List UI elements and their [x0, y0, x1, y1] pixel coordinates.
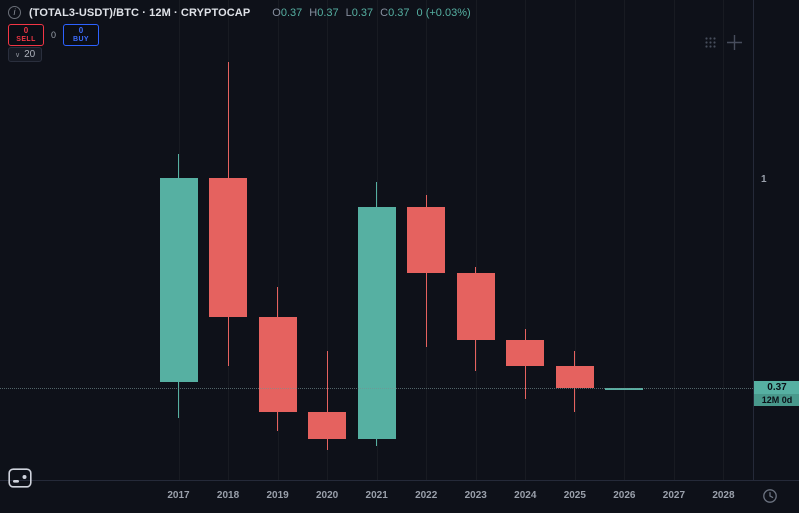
candle-2025	[555, 366, 594, 388]
price-axis[interactable]: 1 0.37 12M 0d	[753, 0, 799, 480]
time-label-2019: 2019	[266, 490, 289, 501]
time-label-2023: 2023	[464, 490, 487, 501]
gridline-2025	[574, 0, 576, 480]
candle-2019	[258, 316, 297, 412]
candle-2017	[159, 177, 198, 383]
time-axis[interactable]: 2017 2018 2019 2020 2021 2022 2023 2024 2025 2026…	[0, 480, 799, 513]
chart-legend: i (TOTAL3-USDT)/BTC · 12M · CRYPTOCAP O0…	[8, 6, 471, 19]
time-label-2018: 2018	[216, 490, 240, 501]
quick-toolbar	[704, 34, 743, 51]
time-label-2028: 2028	[712, 490, 735, 501]
close-value: 0.37	[388, 6, 410, 19]
ohlc-values: O0.37 H0.37 L0.37 C0.37 0 (+0.03%)	[272, 7, 470, 19]
sell-button[interactable]: 0 SELL	[8, 24, 44, 46]
trade-panel: 0 SELL 0 0 BUY	[8, 24, 100, 46]
bar-countdown: 12M 0d	[754, 393, 799, 406]
high-value: 0.37	[317, 6, 339, 19]
time-label-2026: 2026	[613, 490, 636, 501]
high-label: H	[309, 6, 318, 19]
clock-icon[interactable]	[762, 488, 778, 509]
candle-2023	[456, 273, 495, 340]
time-label-2024: 2024	[514, 490, 537, 501]
time-label-2027: 2027	[662, 490, 686, 501]
gridline-2024	[525, 0, 527, 480]
low-value: 0.37	[351, 6, 374, 19]
open-label: O	[272, 6, 281, 19]
gridline-2026	[624, 0, 626, 480]
tradingview-logo[interactable]	[8, 468, 32, 493]
time-label-2020: 2020	[315, 490, 339, 501]
buy-quantity: 0	[78, 26, 84, 35]
price-axis-label-1: 1	[761, 174, 767, 185]
chevron-down-icon: ∨	[15, 51, 21, 59]
candle-2026	[605, 387, 644, 390]
candle-2022	[407, 206, 446, 274]
buy-button-label: BUY	[73, 36, 89, 43]
time-label-2025: 2025	[563, 490, 586, 501]
candle-2018	[209, 177, 248, 317]
gridline-2023	[475, 0, 477, 480]
candle-2021	[357, 206, 396, 439]
current-price-line	[0, 387, 753, 389]
drag-handle-dots-icon[interactable]	[704, 36, 717, 49]
time-label-2021: 2021	[365, 490, 388, 501]
candle-wick-2020	[326, 351, 328, 450]
change-value: 0 (+0.03%)	[416, 6, 471, 19]
gridline-2028	[723, 0, 725, 480]
gridline-2019	[277, 0, 279, 480]
candle-2020	[308, 411, 347, 439]
bars-count-value: 20	[24, 49, 36, 60]
current-price-badge: 0.37 12M 0d	[754, 380, 799, 406]
symbol-info-icon[interactable]: i	[8, 6, 21, 19]
low-label: L	[345, 6, 352, 19]
chart-area[interactable]	[0, 0, 753, 480]
time-label-2017: 2017	[167, 490, 190, 501]
symbol-title[interactable]: (TOTAL3-USDT)/BTC · 12M · CRYPTOCAP	[29, 6, 251, 19]
sell-button-label: SELL	[16, 36, 36, 43]
candle-2024	[506, 339, 545, 367]
gridline-2027	[673, 0, 675, 480]
bars-count-select[interactable]: ∨ 20	[8, 47, 43, 62]
gridline-2020	[327, 0, 329, 480]
spread-value: 0	[51, 30, 57, 40]
sell-quantity: 0	[23, 26, 29, 35]
buy-button[interactable]: 0 BUY	[63, 24, 100, 46]
plus-crosshair-icon[interactable]	[726, 34, 743, 51]
open-value: 0.37	[280, 6, 303, 19]
time-label-2022: 2022	[415, 490, 438, 501]
current-price-value: 0.37	[754, 380, 799, 394]
close-label: C	[380, 6, 389, 19]
